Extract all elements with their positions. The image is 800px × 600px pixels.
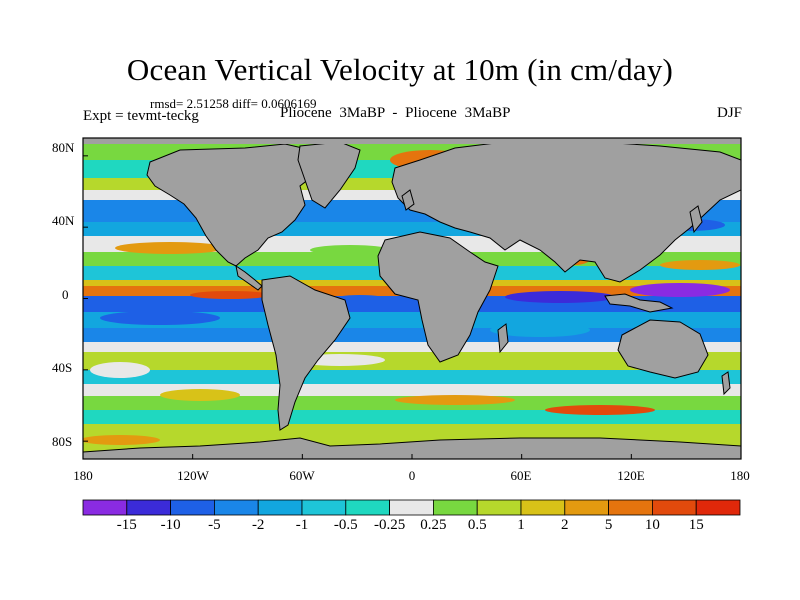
colorbar-box xyxy=(608,499,653,516)
colorbar-box xyxy=(301,499,347,516)
colorbar-box xyxy=(257,499,303,516)
colorbar-box xyxy=(476,499,522,516)
australia xyxy=(617,319,709,379)
lon-label-120w: 120W xyxy=(177,468,209,483)
colorbar-label: -0.25 xyxy=(373,517,406,533)
lon-label-120e: 120E xyxy=(617,468,645,483)
north-west-pacific-patch xyxy=(660,260,740,270)
colorbar-label: -1 xyxy=(295,517,309,533)
season-label: DJF xyxy=(716,105,742,121)
africa xyxy=(377,231,499,363)
new-zealand xyxy=(721,371,731,396)
lat-label-40n: 40N xyxy=(52,213,75,228)
indonesia xyxy=(604,293,674,313)
midlat-south-band-2 xyxy=(83,370,741,384)
colorbar-label: -10 xyxy=(160,517,181,533)
colorbar-label: 0.5 xyxy=(467,517,487,533)
south-pacific-patch xyxy=(100,311,220,325)
east-pacific-equatorial-patch xyxy=(190,291,270,299)
colorbar-box xyxy=(345,499,390,516)
pacific-upwelling-patch xyxy=(115,242,225,254)
stats-label: rmsd= 2.51258 diff= 0.0606169 xyxy=(150,96,317,111)
colorbar-box xyxy=(695,499,741,516)
south-america xyxy=(261,275,351,431)
colorbar-box xyxy=(126,499,172,516)
midlat-south-band xyxy=(83,352,741,370)
lat-label-80n: 80N xyxy=(52,140,75,155)
lat-label-80s: 80S xyxy=(52,434,73,449)
colorbar-box xyxy=(432,499,478,516)
colorbar-box xyxy=(564,499,609,516)
colorbar-label: 0.25 xyxy=(420,517,447,533)
colorbar-label: -2 xyxy=(251,517,265,533)
colorbar-label: -0.5 xyxy=(333,517,358,533)
experiment-label: Expt = tevmt-teckg xyxy=(83,108,199,124)
colorbar-box xyxy=(213,499,259,516)
japan xyxy=(689,205,703,234)
colorbar-box xyxy=(82,499,128,516)
lat-label-0: 0 xyxy=(62,287,69,302)
south-pacific-white-patch xyxy=(90,362,150,378)
colorbar-box xyxy=(652,499,697,516)
south-pacific-yellow-patch xyxy=(160,389,240,401)
lon-label-180e: 180 xyxy=(730,468,750,483)
southern-ocean-band xyxy=(83,384,741,396)
madagascar xyxy=(497,323,509,354)
colorbar-label: 2 xyxy=(561,517,569,533)
north-atlantic-green-patch xyxy=(310,245,390,255)
colorbar-box xyxy=(520,499,566,516)
lon-label-60e: 60E xyxy=(510,468,532,483)
tropic-south-band xyxy=(83,312,741,328)
indian-ocean-purple-patch xyxy=(505,291,615,303)
colorbar xyxy=(82,499,741,516)
comparison-label: Pliocene 3MaBP - Pliocene 3MaBP xyxy=(280,105,511,121)
southern-ocean-red-patch xyxy=(545,405,655,415)
colorbar-label: 10 xyxy=(644,517,660,533)
colorbar-label: -5 xyxy=(208,517,221,533)
colorbar-label: -15 xyxy=(116,517,137,533)
south-indian-orange-patch xyxy=(395,395,515,405)
land-masses xyxy=(83,139,741,459)
central-america xyxy=(235,264,263,291)
ocean-field xyxy=(83,138,741,459)
map-title: Ocean Vertical Velocity at 10m (in cm/da… xyxy=(126,52,674,87)
arctic-edge-land xyxy=(83,138,741,144)
lat-label-40s: 40S xyxy=(52,360,73,375)
colorbar-box xyxy=(170,499,215,516)
ross-sea-patch xyxy=(83,435,160,445)
british-isles xyxy=(401,189,415,211)
colorbar-label: 15 xyxy=(688,517,704,533)
lon-label-180w: 180 xyxy=(73,468,93,483)
colorbar-label: 1 xyxy=(517,517,525,533)
indian-ocean-cyan-patch xyxy=(490,323,590,337)
lon-label-0: 0 xyxy=(408,468,416,483)
lon-label-60w: 60W xyxy=(289,468,315,483)
antarctica xyxy=(83,437,741,459)
colorbar-box xyxy=(389,499,434,516)
greenland xyxy=(297,141,361,209)
west-pacific-purple-patch xyxy=(630,283,730,297)
subtropic-south-band-2 xyxy=(83,342,741,352)
eurasia xyxy=(391,139,741,283)
axis-ticks xyxy=(82,155,742,459)
colorbar-label: 5 xyxy=(604,517,613,533)
